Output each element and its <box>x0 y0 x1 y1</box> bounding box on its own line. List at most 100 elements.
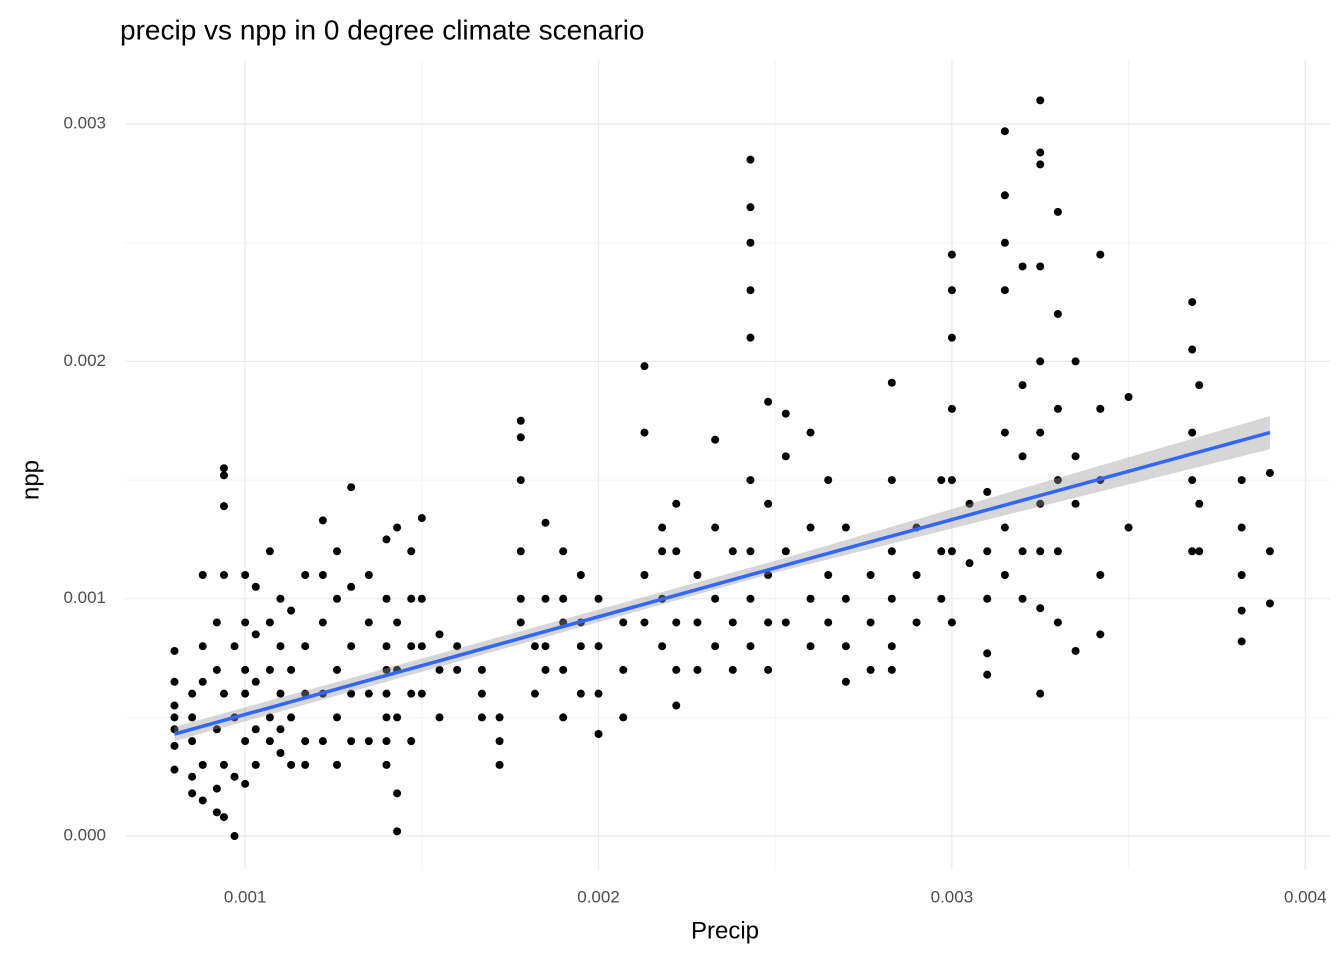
point <box>230 642 239 651</box>
point <box>1096 404 1105 413</box>
point <box>265 665 274 674</box>
point <box>241 618 250 627</box>
confidence-band <box>174 415 1270 742</box>
point <box>219 471 228 480</box>
point <box>672 499 681 508</box>
point <box>806 642 815 651</box>
point <box>516 594 525 603</box>
point <box>1124 523 1133 532</box>
point <box>318 737 327 746</box>
point <box>318 571 327 580</box>
point <box>407 594 416 603</box>
point <box>806 428 815 437</box>
point <box>495 713 504 722</box>
point <box>693 618 702 627</box>
point <box>516 547 525 556</box>
point <box>1195 499 1204 508</box>
point <box>219 813 228 822</box>
point <box>658 523 667 532</box>
point <box>382 689 391 698</box>
point <box>276 689 285 698</box>
point <box>347 582 356 591</box>
point <box>1018 381 1027 390</box>
point <box>806 523 815 532</box>
x-axis-label: Precip <box>691 917 759 944</box>
point <box>170 677 179 686</box>
point <box>887 642 896 651</box>
point <box>516 618 525 627</box>
point <box>559 594 568 603</box>
point <box>1188 428 1197 437</box>
point <box>219 502 228 511</box>
point <box>1000 571 1009 580</box>
point <box>947 250 956 259</box>
point <box>594 594 603 603</box>
point <box>1053 404 1062 413</box>
point <box>382 642 391 651</box>
point <box>230 772 239 781</box>
point <box>212 618 221 627</box>
point <box>887 476 896 485</box>
point <box>417 642 426 651</box>
point <box>1188 345 1197 354</box>
point <box>841 677 850 686</box>
point <box>393 827 402 836</box>
point <box>198 677 207 686</box>
point <box>219 464 228 473</box>
point <box>212 665 221 674</box>
point <box>887 547 896 556</box>
point <box>251 677 260 686</box>
point <box>407 642 416 651</box>
point <box>364 737 373 746</box>
point <box>1071 646 1080 655</box>
point <box>746 155 755 164</box>
point <box>1018 262 1027 271</box>
point <box>764 618 773 627</box>
point <box>728 665 737 674</box>
trend-line <box>174 430 1271 736</box>
point <box>640 618 649 627</box>
point <box>764 571 773 580</box>
point <box>693 665 702 674</box>
point <box>1237 476 1246 485</box>
point <box>983 487 992 496</box>
point <box>495 760 504 769</box>
point <box>1237 571 1246 580</box>
point <box>1265 547 1274 556</box>
point <box>658 642 667 651</box>
point <box>1053 547 1062 556</box>
point <box>640 571 649 580</box>
point <box>241 779 250 788</box>
point <box>887 594 896 603</box>
y-axis-label: npp <box>17 460 44 500</box>
point <box>1036 160 1045 169</box>
point <box>937 476 946 485</box>
point <box>841 523 850 532</box>
point <box>746 547 755 556</box>
point <box>746 642 755 651</box>
point <box>672 665 681 674</box>
point <box>417 594 426 603</box>
point <box>672 701 681 710</box>
point <box>1188 547 1197 556</box>
point <box>1096 630 1105 639</box>
point <box>276 594 285 603</box>
point <box>965 559 974 568</box>
point <box>1124 393 1133 402</box>
point <box>251 760 260 769</box>
point <box>594 689 603 698</box>
point <box>435 665 444 674</box>
point <box>1096 571 1105 580</box>
point <box>287 760 296 769</box>
point <box>640 362 649 371</box>
point <box>746 476 755 485</box>
point <box>188 789 197 798</box>
x-tick-label: 0.003 <box>931 887 974 906</box>
point <box>170 765 179 774</box>
point <box>265 713 274 722</box>
x-tick-label: 0.004 <box>1284 887 1327 906</box>
point <box>947 476 956 485</box>
point <box>364 571 373 580</box>
point <box>198 642 207 651</box>
